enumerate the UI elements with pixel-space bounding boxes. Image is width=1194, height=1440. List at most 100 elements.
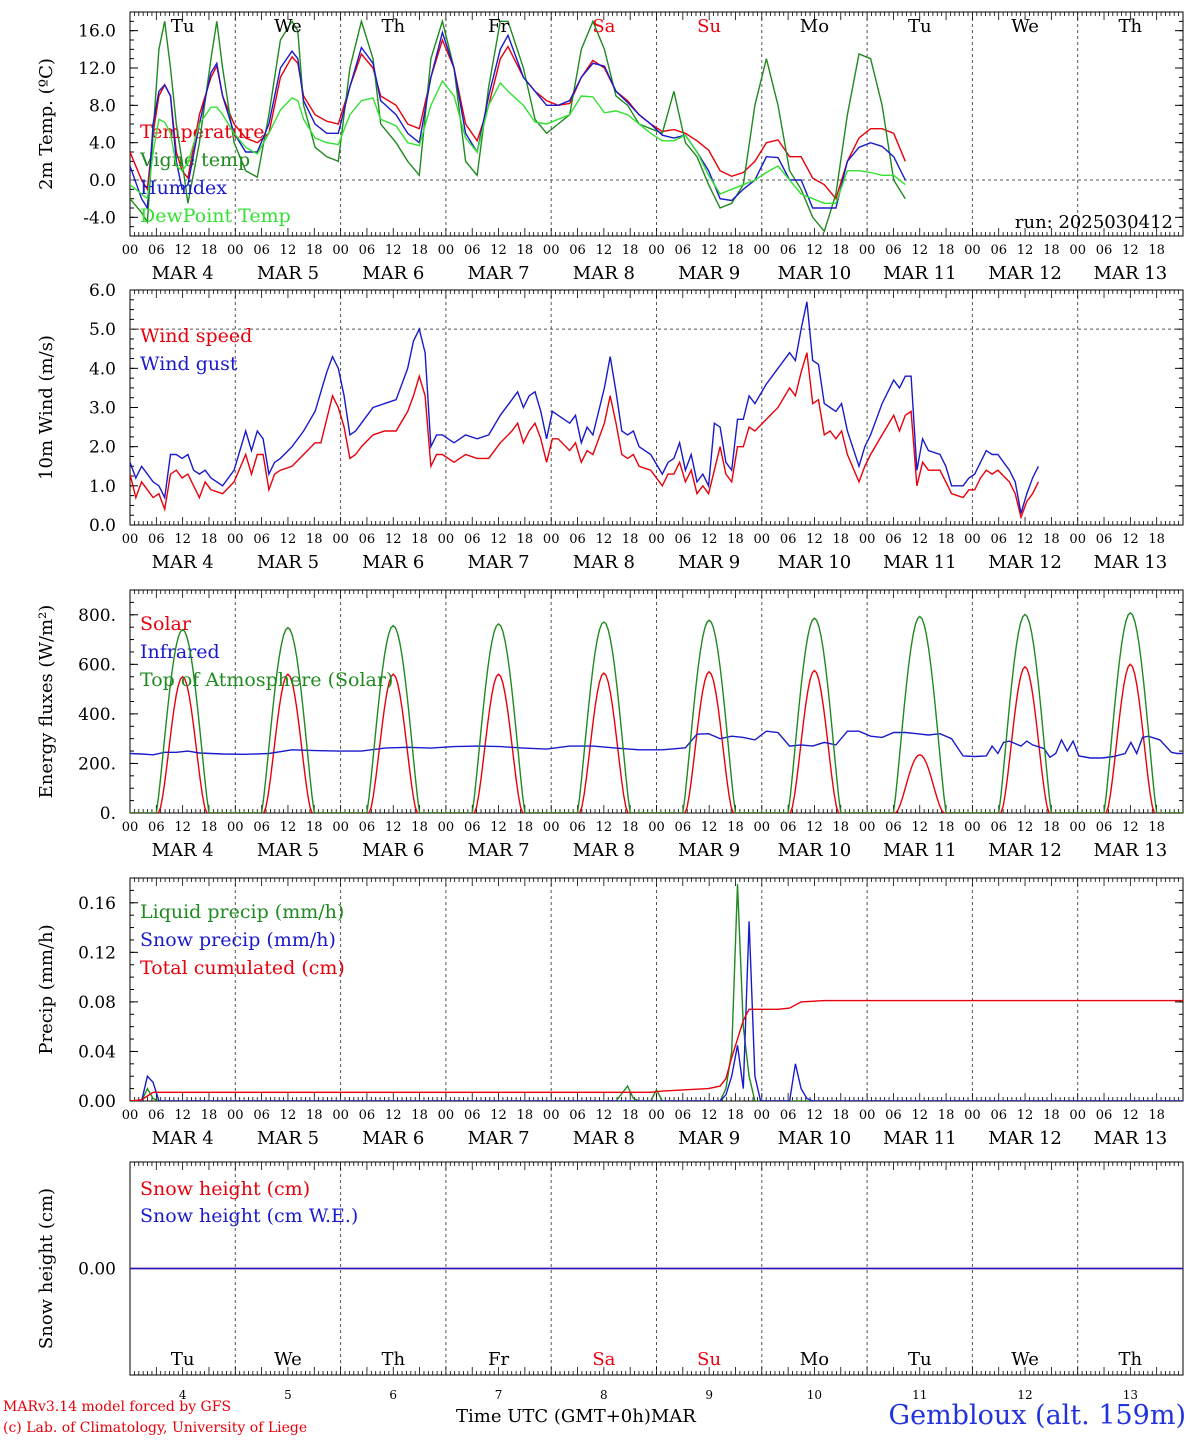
- hour-label: 00: [648, 243, 665, 258]
- legend-entry: Snow height (cm W.E.): [140, 1205, 358, 1227]
- y-tick-label: 1.0: [89, 477, 116, 497]
- date-label: MAR 8: [573, 1128, 635, 1149]
- date-label: MAR 6: [362, 1128, 424, 1149]
- y-tick-label: 0.00: [78, 1092, 116, 1112]
- hour-label: 00: [543, 820, 560, 835]
- date-label: MAR 7: [467, 263, 529, 284]
- date-label: MAR 7: [467, 840, 529, 861]
- date-label: MAR 6: [362, 840, 424, 861]
- y-tick-label: 0.08: [78, 993, 116, 1013]
- date-label: MAR 11: [883, 263, 957, 284]
- date-label: MAR 5: [257, 263, 319, 284]
- series-line-blue: [130, 29, 906, 211]
- hour-label: 00: [438, 1108, 455, 1123]
- y-tick-label: 600.: [78, 655, 116, 675]
- y-tick-label: -4.0: [83, 208, 116, 228]
- date-label: MAR 9: [678, 840, 740, 861]
- date-label: MAR 9: [678, 263, 740, 284]
- weekday-label: Fr: [488, 16, 509, 37]
- weekday-label: Su: [697, 1349, 721, 1370]
- date-label: MAR 12: [988, 840, 1062, 861]
- plot-frame: [129, 11, 1184, 237]
- hour-label: 18: [1148, 820, 1165, 835]
- weekday-label: Th: [1119, 16, 1143, 37]
- hour-label: 18: [306, 820, 323, 835]
- hour-label: 00: [648, 820, 665, 835]
- y-tick-label: 0.12: [78, 943, 116, 963]
- legend-entry: Total cumulated (cm): [140, 957, 345, 979]
- hour-label: 00: [332, 820, 349, 835]
- date-label: MAR 5: [257, 1128, 319, 1149]
- hour-label: 06: [253, 243, 270, 258]
- weekday-label: Th: [381, 16, 405, 37]
- hour-label: 18: [833, 243, 850, 258]
- legend-entry: Top of Atmosphere (Solar): [140, 669, 393, 691]
- hour-label: 06: [464, 532, 481, 547]
- hour-label: 12: [385, 532, 402, 547]
- hour-label: 12: [806, 1108, 823, 1123]
- weekday-label: Th: [1119, 1349, 1143, 1370]
- hour-label: 06: [780, 243, 797, 258]
- x-axis-label-text: Time UTC (GMT+0h): [456, 1406, 651, 1427]
- hour-label: 06: [253, 532, 270, 547]
- hour-label: 18: [727, 1108, 744, 1123]
- legend-entry: Infrared: [140, 641, 220, 663]
- date-label: MAR 4: [152, 840, 214, 861]
- y-tick-label: 4.0: [89, 359, 116, 379]
- series-line-red: [130, 999, 1183, 1101]
- date-label: MAR 8: [573, 840, 635, 861]
- date-label: MAR 7: [467, 552, 529, 573]
- hour-label: 18: [622, 820, 639, 835]
- hour-label: 06: [885, 820, 902, 835]
- hour-label: 12: [1017, 532, 1034, 547]
- y-tick-label: 3.0: [89, 399, 116, 419]
- hour-label: 00: [438, 532, 455, 547]
- run-annotation: run: 2025030412: [1015, 212, 1173, 233]
- hour-label: 12: [280, 532, 297, 547]
- date-label: MAR 10: [778, 552, 852, 573]
- date-label: MAR 4: [152, 552, 214, 573]
- day-number-label: 4: [179, 1388, 187, 1402]
- hour-label: 00: [543, 1108, 560, 1123]
- hour-label: 00: [543, 532, 560, 547]
- y-axis-label: 10m Wind (m/s): [36, 335, 57, 480]
- day-number-label: 8: [600, 1388, 608, 1402]
- y-tick-label: 400.: [78, 705, 116, 725]
- day-number-label: 6: [389, 1388, 397, 1402]
- panel-5: 0.00 Snow height (cm) Snow height (cm) Snow…: [36, 1161, 1184, 1402]
- day-number-label: 7: [495, 1388, 503, 1402]
- hour-label: 18: [201, 532, 218, 547]
- date-label: MAR 6: [362, 552, 424, 573]
- date-label: MAR 9: [678, 1128, 740, 1149]
- y-tick-label: 200.: [78, 754, 116, 774]
- day-number-label: 11: [912, 1388, 927, 1402]
- date-label: MAR 10: [778, 840, 852, 861]
- hour-label: 00: [438, 820, 455, 835]
- series-line-red: [130, 352, 1040, 520]
- hour-label: 12: [490, 532, 507, 547]
- y-tick-label: 0.0: [89, 516, 116, 536]
- hour-label: 18: [1148, 243, 1165, 258]
- lab-credit: (c) Lab. of Climatology, University of L…: [3, 1420, 308, 1436]
- hour-label: 18: [306, 1108, 323, 1123]
- legend-entry: Liquid precip (mm/h): [140, 901, 344, 923]
- hour-label: 18: [1148, 1108, 1165, 1123]
- legend-entry: Humidex: [140, 177, 227, 199]
- y-tick-label: 4.0: [89, 134, 116, 154]
- hour-label: 06: [569, 1108, 586, 1123]
- hour-label: 18: [411, 532, 428, 547]
- hour-label: 06: [1096, 1108, 1113, 1123]
- date-label: MAR 8: [573, 263, 635, 284]
- hour-label: 00: [332, 532, 349, 547]
- hour-label: 06: [253, 820, 270, 835]
- hour-label: 18: [306, 243, 323, 258]
- hour-label: 12: [1017, 243, 1034, 258]
- series-line-red: [130, 37, 906, 201]
- hour-label: 18: [833, 1108, 850, 1123]
- hour-label: 12: [1122, 532, 1139, 547]
- hour-label: 06: [990, 820, 1007, 835]
- date-label: MAR 13: [1094, 263, 1168, 284]
- date-label: MAR 11: [883, 552, 957, 573]
- hour-label: 12: [911, 820, 928, 835]
- hour-label: 12: [596, 820, 613, 835]
